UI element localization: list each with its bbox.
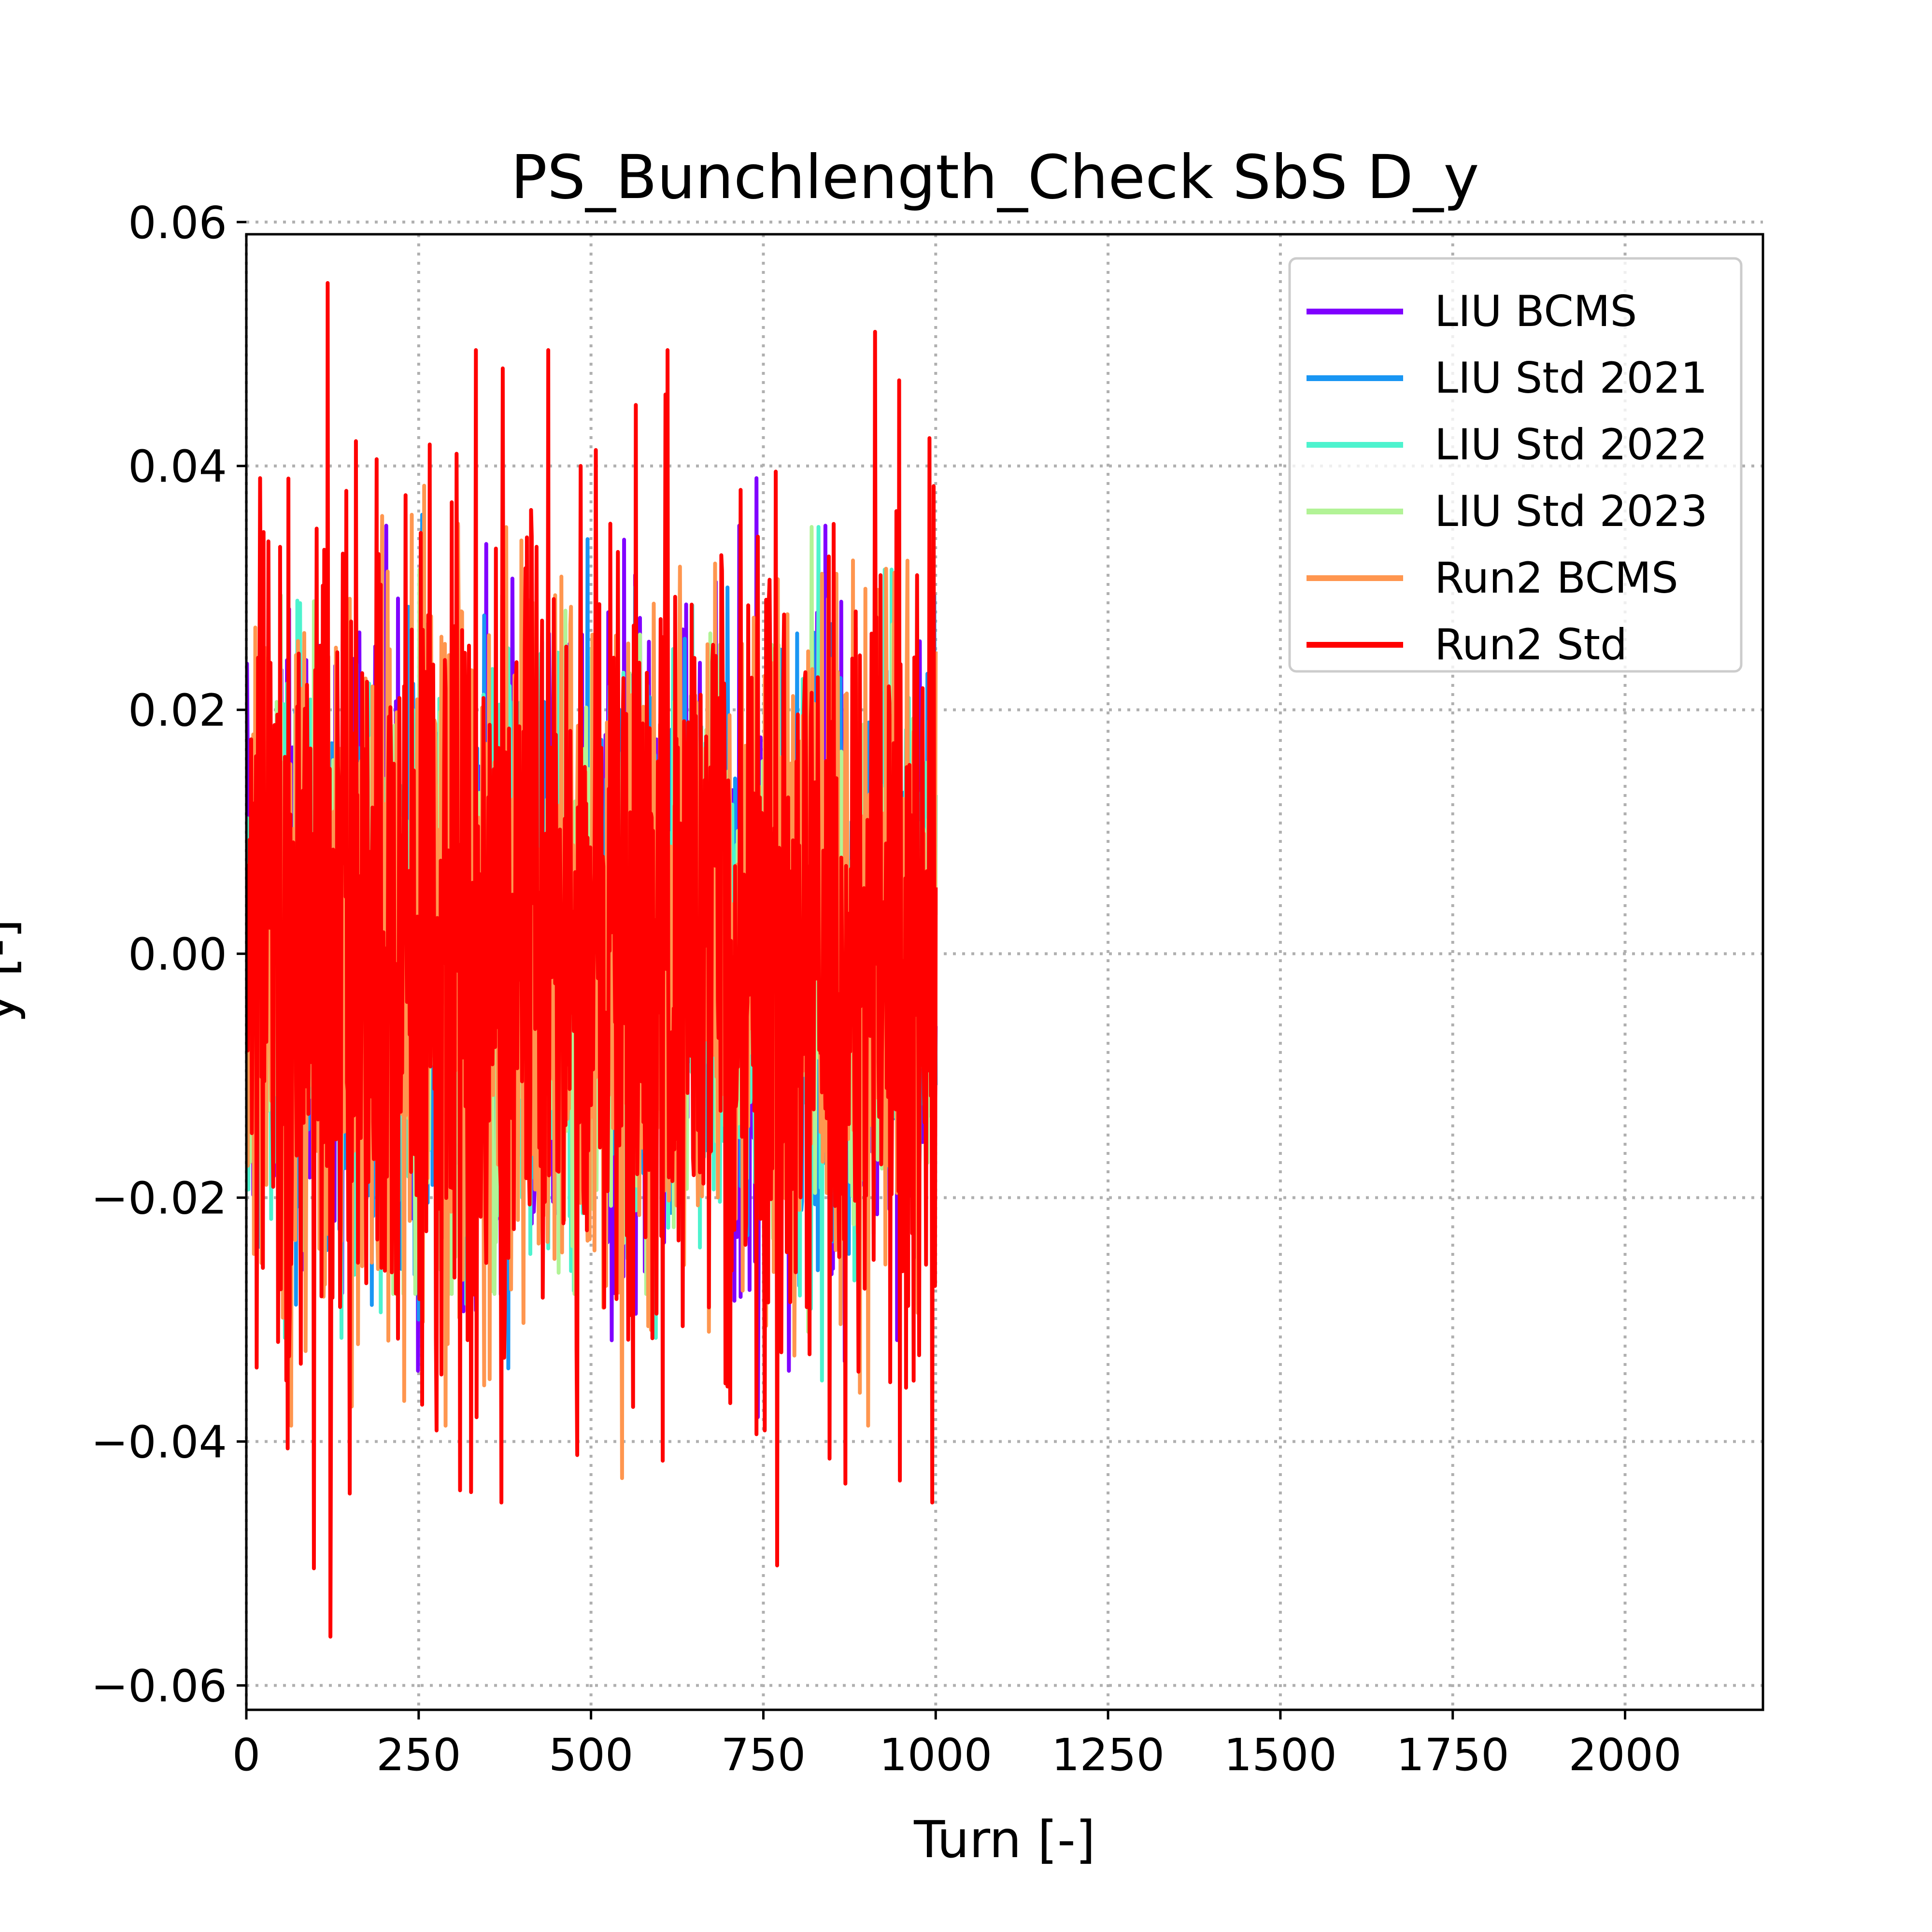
y-tick-label: −0.04	[91, 1417, 227, 1468]
series-group	[246, 281, 938, 1639]
y-tick-label: −0.06	[91, 1661, 227, 1712]
x-tick-label: 1000	[879, 1729, 992, 1781]
legend-label: Run2 BCMS	[1435, 553, 1678, 603]
legend-label: LIU Std 2022	[1435, 420, 1708, 469]
x-tick-label: 1250	[1051, 1729, 1165, 1781]
y-tick-label: 0.02	[128, 685, 227, 737]
x-tick-label: 750	[721, 1729, 806, 1781]
series-line	[246, 281, 938, 1639]
legend: LIU BCMS LIU Std 2021 LIU Std 2022 LIU Std …	[1288, 257, 1743, 673]
y-tick-label: 0.00	[128, 929, 227, 980]
x-axis: 0 250 500 750 1000 1250 1500 1750 2000	[232, 1710, 1682, 1781]
x-tick-label: 250	[376, 1729, 461, 1781]
x-tick-label: 0	[232, 1729, 261, 1781]
legend-label: Run2 Std	[1435, 620, 1627, 669]
y-tick-label: 0.06	[128, 197, 227, 249]
x-tick-label: 1500	[1224, 1729, 1337, 1781]
y-tick-label: −0.02	[91, 1173, 227, 1224]
y-axis: −0.06 −0.04 −0.02 0.00 0.02 0.04 0.06	[91, 197, 246, 1712]
x-axis-title: Turn [-]	[913, 1810, 1095, 1869]
plot-frame	[245, 233, 1764, 1711]
x-tick-label: 1750	[1396, 1729, 1509, 1781]
x-tick-label: 500	[549, 1729, 634, 1781]
legend-label: LIU Std 2021	[1435, 353, 1708, 403]
legend-box	[1288, 257, 1743, 673]
legend-label: LIU Std 2023	[1435, 486, 1708, 536]
x-tick-label: 2000	[1568, 1729, 1681, 1781]
chart-title: PS_Bunchlength_Check SbS D_y	[511, 142, 1479, 213]
y-tick-label: 0.04	[128, 441, 227, 493]
legend-label: LIU BCMS	[1435, 286, 1637, 336]
y-axis-title: y [-]	[0, 919, 27, 1023]
